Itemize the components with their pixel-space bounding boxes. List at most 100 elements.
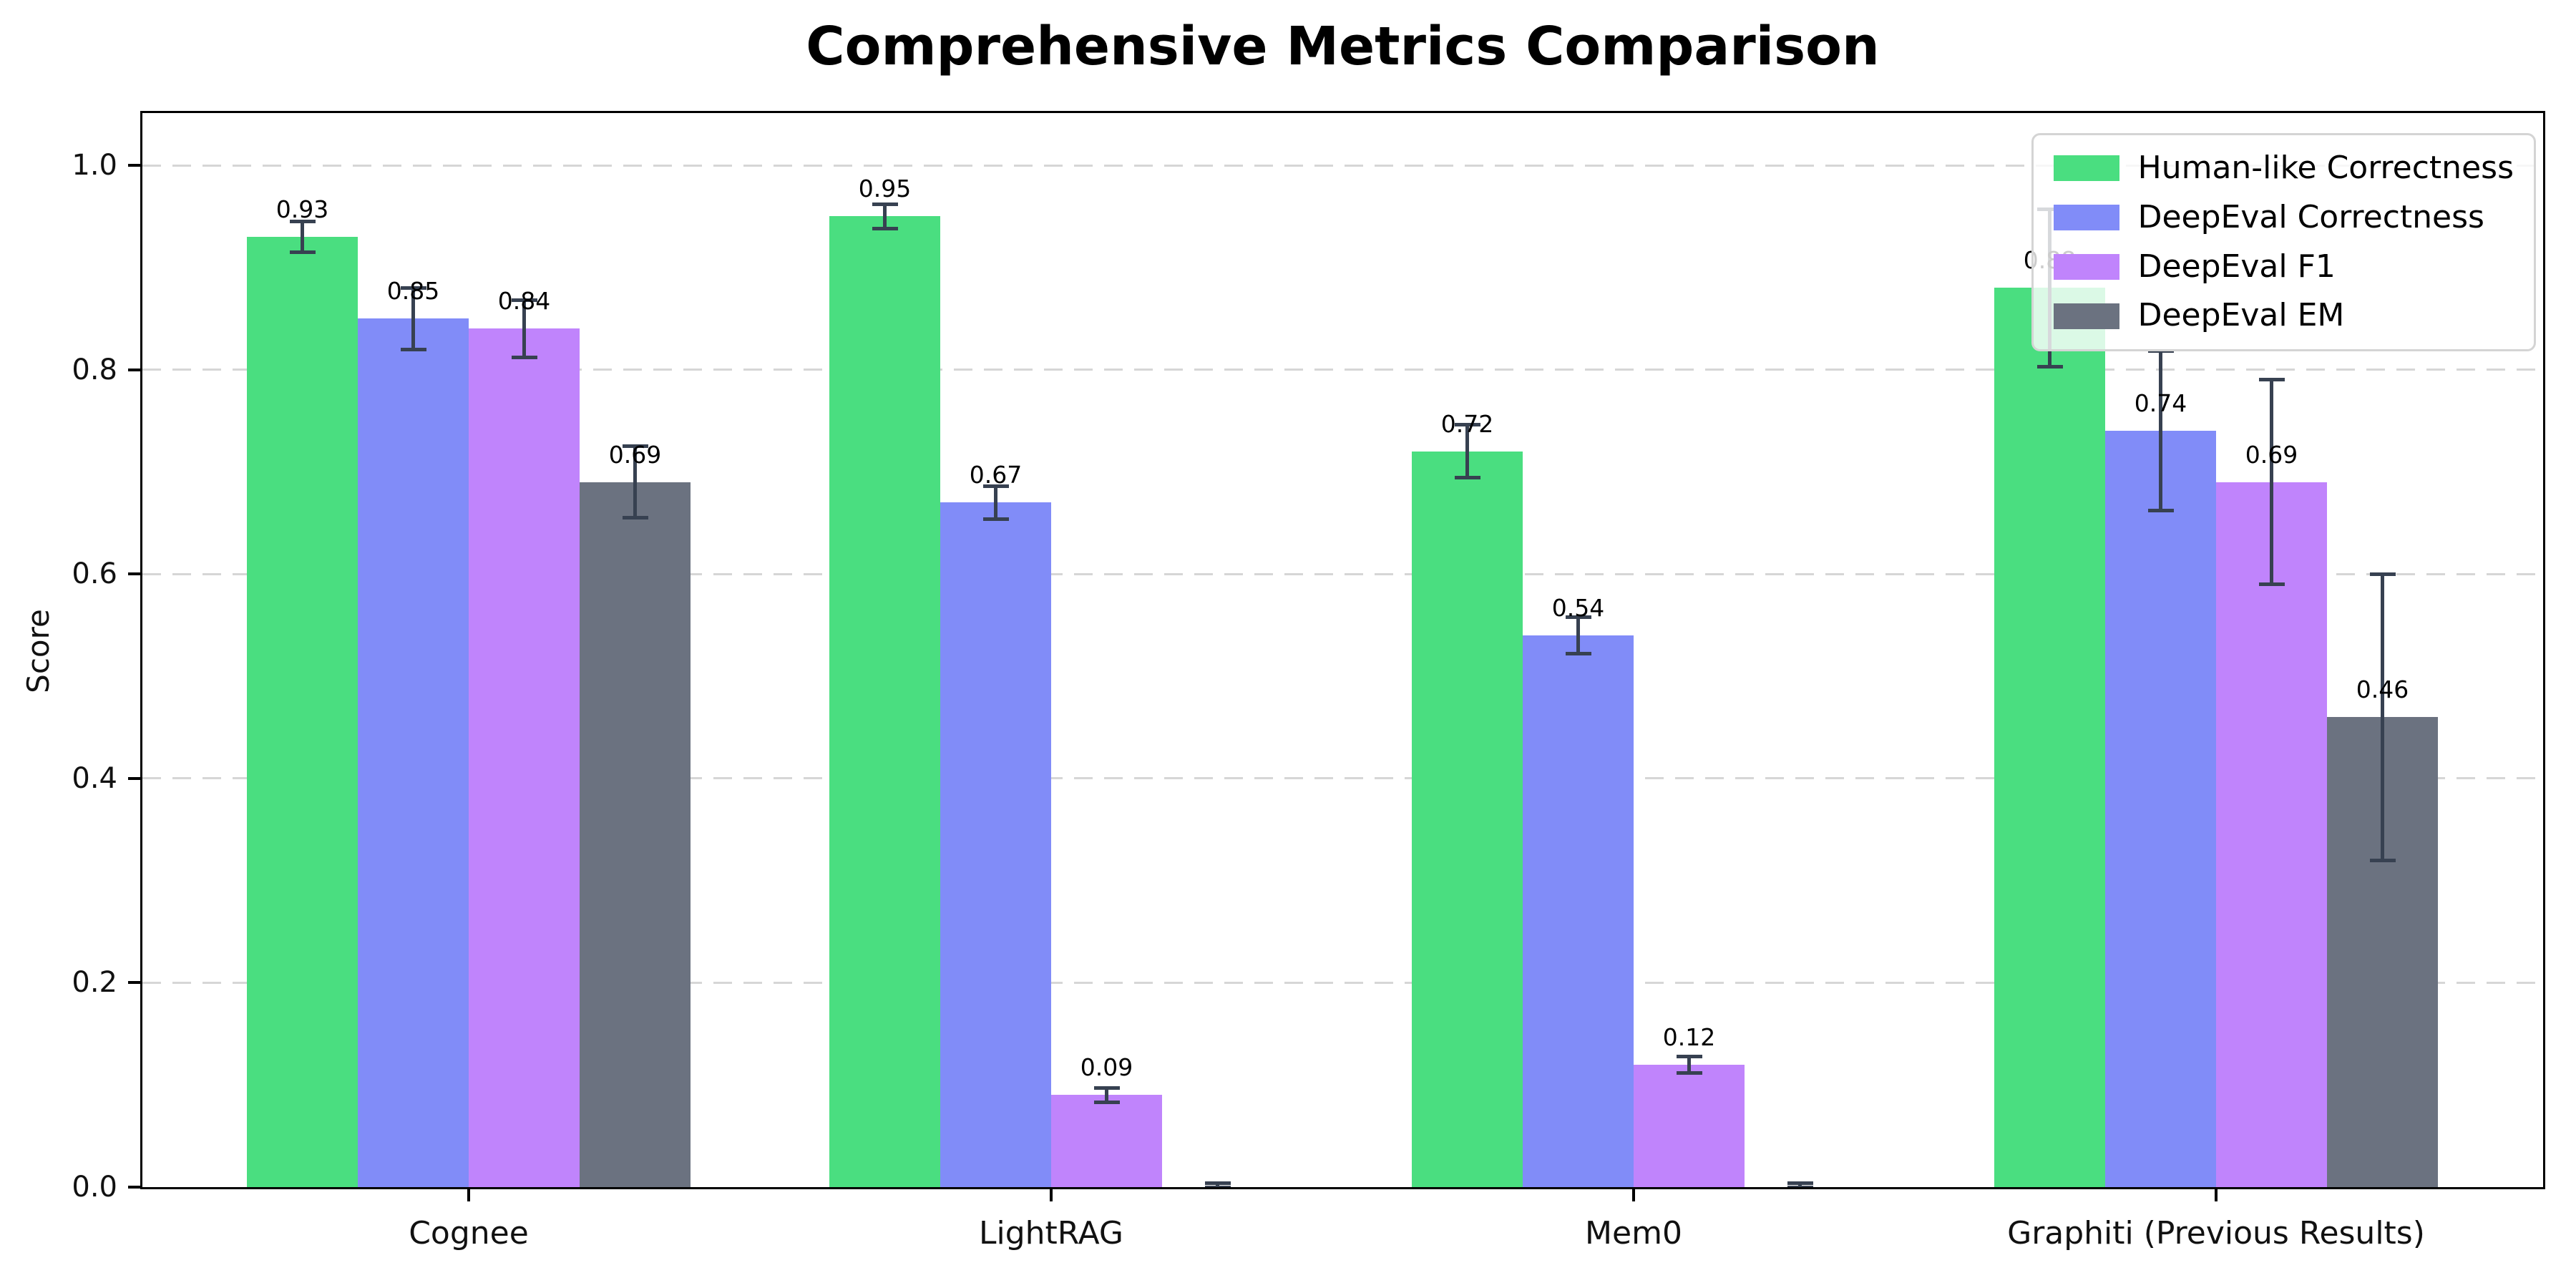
bar <box>358 318 469 1187</box>
bar-value-label: 0.67 <box>969 461 1023 489</box>
error-bar-cap <box>1676 1070 1702 1075</box>
error-bar-cap <box>2369 858 2396 862</box>
legend-item: DeepEval F1 <box>2053 248 2514 286</box>
error-bar-cap <box>1787 1185 1813 1187</box>
x-tick-mark <box>1050 1189 1053 1201</box>
error-bar-cap <box>2147 509 2174 513</box>
error-bar-cap <box>1093 1100 1120 1104</box>
bar-value-label: 0.12 <box>1662 1023 1716 1051</box>
error-bar-cap <box>1093 1085 1120 1090</box>
bar <box>580 482 691 1187</box>
error-bar-line <box>1687 1056 1691 1073</box>
bar <box>1994 288 2105 1187</box>
bar-value-label: 0.69 <box>608 440 662 469</box>
x-tick-label: LightRAG <box>978 1215 1124 1252</box>
bar <box>2216 482 2327 1187</box>
error-bar-cap <box>1454 423 1480 427</box>
error-bar-line <box>1798 1183 1802 1187</box>
error-bar-cap <box>622 516 648 520</box>
error-bar-line <box>2381 574 2384 861</box>
error-bar-cap <box>1204 1185 1231 1187</box>
error-bar-line <box>883 204 887 229</box>
legend-swatch <box>2053 303 2119 329</box>
y-tick-mark <box>128 368 140 371</box>
legend-swatch <box>2053 253 2119 280</box>
error-bar-cap <box>982 517 1009 521</box>
y-tick-mark <box>128 164 140 167</box>
legend-item-label: DeepEval Correctness <box>2137 198 2484 235</box>
bar <box>1634 1064 1745 1187</box>
y-tick-mark <box>128 981 140 985</box>
plot-area: Human-like Correctness DeepEval Correctne… <box>140 111 2545 1189</box>
bar-value-label: 0.69 <box>2245 440 2298 469</box>
error-bar-line <box>2159 351 2162 511</box>
bar <box>940 502 1051 1187</box>
legend-swatch <box>2053 205 2119 231</box>
error-bar-cap <box>1454 476 1480 480</box>
bar-value-label: 0.93 <box>275 195 329 223</box>
x-tick-mark <box>1632 1189 1635 1201</box>
gridline-0.2 <box>142 981 2543 984</box>
y-tick-label: 0.6 <box>72 557 117 591</box>
bar <box>469 328 580 1187</box>
error-bar-cap <box>2258 378 2285 382</box>
error-bar-cap <box>872 202 898 206</box>
error-bar-line <box>301 221 304 253</box>
error-bar-line <box>1216 1183 1219 1187</box>
bar <box>829 216 940 1187</box>
bar-value-label: 0.72 <box>1440 409 1494 438</box>
error-bar-line <box>411 288 415 350</box>
error-bar-cap <box>982 484 1009 488</box>
error-bar-cap <box>2369 572 2396 576</box>
x-tick-label: Cognee <box>409 1215 529 1252</box>
legend-item: DeepEval EM <box>2053 297 2514 335</box>
x-tick-label: Mem0 <box>1585 1215 1682 1252</box>
legend-swatch <box>2053 155 2119 182</box>
bar-value-label: 0.09 <box>1080 1053 1133 1082</box>
x-tick-label: Graphiti (Previous Results) <box>2007 1215 2425 1252</box>
error-bar-line <box>1465 424 1469 478</box>
y-tick-label: 0.0 <box>72 1171 117 1204</box>
error-bar-line <box>994 486 997 519</box>
y-tick-mark <box>128 572 140 576</box>
y-tick-label: 0.8 <box>72 353 117 386</box>
error-bar-cap <box>2258 582 2285 586</box>
error-bar-cap <box>1787 1181 1813 1185</box>
bar-value-label: 0.74 <box>2134 389 2187 418</box>
y-tick-label: 0.4 <box>72 761 117 795</box>
error-bar-line <box>1576 617 1580 654</box>
x-tick-mark <box>467 1189 470 1201</box>
gridline-0.6 <box>142 572 2543 575</box>
bar-value-label: 0.85 <box>386 277 440 306</box>
error-bar-cap <box>400 286 426 290</box>
error-bar-cap <box>1565 615 1591 619</box>
legend-item: Human-like Correctness <box>2053 150 2514 187</box>
error-bar-line <box>522 300 526 358</box>
bar <box>1051 1095 1162 1187</box>
error-bar-line <box>2270 379 2273 585</box>
gridline-0.8 <box>142 369 2543 371</box>
error-bar-cap <box>622 444 648 449</box>
error-bar-cap <box>511 298 537 302</box>
error-bar-line <box>1105 1088 1108 1103</box>
error-bar-cap <box>1204 1181 1231 1185</box>
error-bar-cap <box>2036 364 2063 369</box>
error-bar-cap <box>400 347 426 351</box>
x-tick-mark <box>2215 1189 2218 1201</box>
chart-title: Comprehensive Metrics Comparison <box>806 16 1880 77</box>
error-bar-cap <box>289 250 316 254</box>
legend-item-label: DeepEval EM <box>2137 297 2345 334</box>
gridline-0.4 <box>142 777 2543 780</box>
legend-item-label: DeepEval F1 <box>2137 248 2336 285</box>
error-bar-cap <box>872 227 898 231</box>
gridline-1.0 <box>142 164 2543 167</box>
bar-value-label: 0.95 <box>858 175 912 203</box>
error-bar-cap <box>511 355 537 359</box>
bar <box>1523 635 1634 1187</box>
legend-item: DeepEval Correctness <box>2053 198 2514 237</box>
y-tick-mark <box>128 1186 140 1189</box>
bar <box>247 236 358 1187</box>
y-tick-label: 1.0 <box>72 149 117 182</box>
bar-value-label: 0.84 <box>497 287 551 316</box>
